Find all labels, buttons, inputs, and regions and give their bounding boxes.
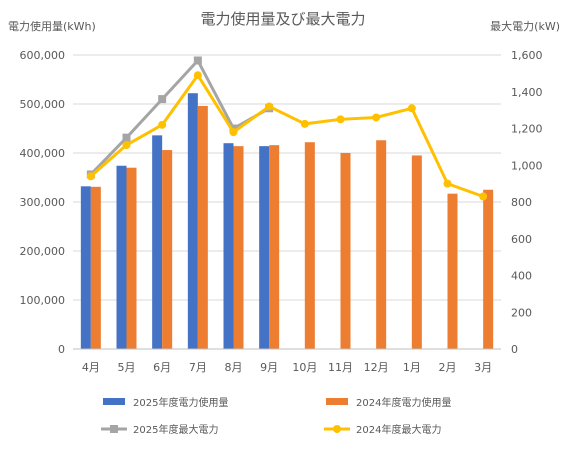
bar-2025 [223, 143, 234, 349]
bar-2024 [340, 153, 351, 349]
point-2024-max-power [229, 128, 238, 137]
y-right-tick-label: 1,600 [511, 49, 543, 62]
y-left-tick-label: 200,000 [20, 245, 66, 258]
y-right-tick-label: 1,200 [511, 123, 543, 136]
y-axis-left-label: 電力使用量(kWh) [8, 20, 96, 33]
bar-2024 [483, 189, 494, 349]
x-tick-label: 8月 [225, 361, 243, 374]
y-axis-right-label: 最大電力(kW) [490, 19, 560, 33]
bar-2024 [197, 105, 208, 350]
point-2024-max-power [443, 179, 452, 188]
bar-2024 [162, 150, 173, 349]
point-2024-max-power [479, 192, 488, 201]
y-right-tick-label: 400 [511, 270, 532, 283]
bar-2024 [447, 193, 458, 349]
bar-2024 [269, 145, 280, 349]
bar-2025 [116, 165, 127, 349]
y-right-tick-label: 0 [511, 343, 518, 356]
point-2024-max-power [122, 141, 131, 150]
bar-2024 [304, 142, 315, 349]
point-2024-max-power [300, 119, 309, 128]
y-right-tick-label: 800 [511, 196, 532, 209]
x-tick-label: 1月 [403, 361, 421, 374]
point-2024-max-power [372, 113, 381, 122]
bar-2024 [233, 146, 244, 349]
point-2024-max-power [158, 120, 167, 129]
x-tick-label: 5月 [118, 361, 136, 374]
point-2024-max-power [86, 172, 95, 181]
bar-2024 [126, 167, 137, 349]
bar-2025 [152, 135, 163, 349]
bar-2025 [80, 186, 91, 349]
x-tick-label: 10月 [292, 361, 317, 374]
y-right-tick-label: 1,400 [511, 86, 543, 99]
x-tick-label: 6月 [153, 361, 171, 374]
legend-marker [110, 425, 118, 433]
legend-marker [333, 425, 341, 433]
legend-swatch [103, 398, 125, 405]
y-left-tick-label: 300,000 [20, 196, 66, 209]
point-2025-max-power [193, 56, 202, 65]
x-tick-label: 7月 [189, 361, 207, 374]
y-axis-left: 0 100,000 200,000 300,000 400,000 500,000 600,… [20, 49, 66, 356]
x-tick-label: 4月 [82, 361, 100, 374]
chart-title: 電力使用量及び最大電力 [200, 10, 365, 28]
y-right-tick-label: 600 [511, 233, 532, 246]
line-2025-max-power [89, 59, 270, 176]
x-tick-label: 3月 [474, 361, 492, 374]
bar-layer [80, 93, 494, 350]
y-left-tick-label: 100,000 [20, 294, 66, 307]
y-right-tick-label: 200 [511, 306, 532, 319]
legend-label: 2024年度最大電力 [356, 423, 441, 436]
bar-2024 [411, 155, 422, 349]
x-tick-label: 12月 [364, 361, 389, 374]
point-2024-max-power [193, 71, 202, 80]
bar-2025 [187, 93, 198, 349]
legend-swatch [326, 398, 348, 405]
legend-label: 2025年度最大電力 [133, 423, 218, 436]
x-axis: 4月 5月 6月 7月 8月 9月 10月 11月 12月 1月 2月 3月 [73, 348, 501, 374]
y-left-tick-label: 0 [58, 343, 65, 356]
legend: 2025年度電力使用量 2024年度電力使用量 2025年度最大電力 2024年度最大… [101, 396, 451, 436]
x-tick-label: 2月 [439, 361, 457, 374]
point-2025-max-power [122, 133, 131, 142]
y-right-tick-label: 1,000 [511, 159, 543, 172]
y-left-tick-label: 600,000 [20, 49, 66, 62]
line-layer [86, 56, 488, 201]
point-2024-max-power [336, 115, 345, 124]
legend-label: 2025年度電力使用量 [133, 396, 228, 409]
gridlines [73, 54, 501, 350]
y-left-tick-label: 500,000 [20, 98, 66, 111]
legend-label: 2024年度電力使用量 [356, 396, 451, 409]
point-2024-max-power [407, 104, 416, 113]
x-tick-label: 9月 [260, 361, 278, 374]
line-2024-max-power [89, 73, 484, 198]
x-tick-label: 11月 [328, 361, 353, 374]
bar-2024 [376, 140, 387, 349]
y-left-tick-label: 400,000 [20, 147, 66, 160]
point-2025-max-power [158, 95, 167, 104]
bar-2025 [259, 146, 270, 349]
y-axis-right: 0 200 400 600 800 1,000 1,200 1,400 1,600 [511, 49, 543, 356]
bar-2024 [90, 186, 101, 349]
point-2024-max-power [265, 102, 274, 111]
